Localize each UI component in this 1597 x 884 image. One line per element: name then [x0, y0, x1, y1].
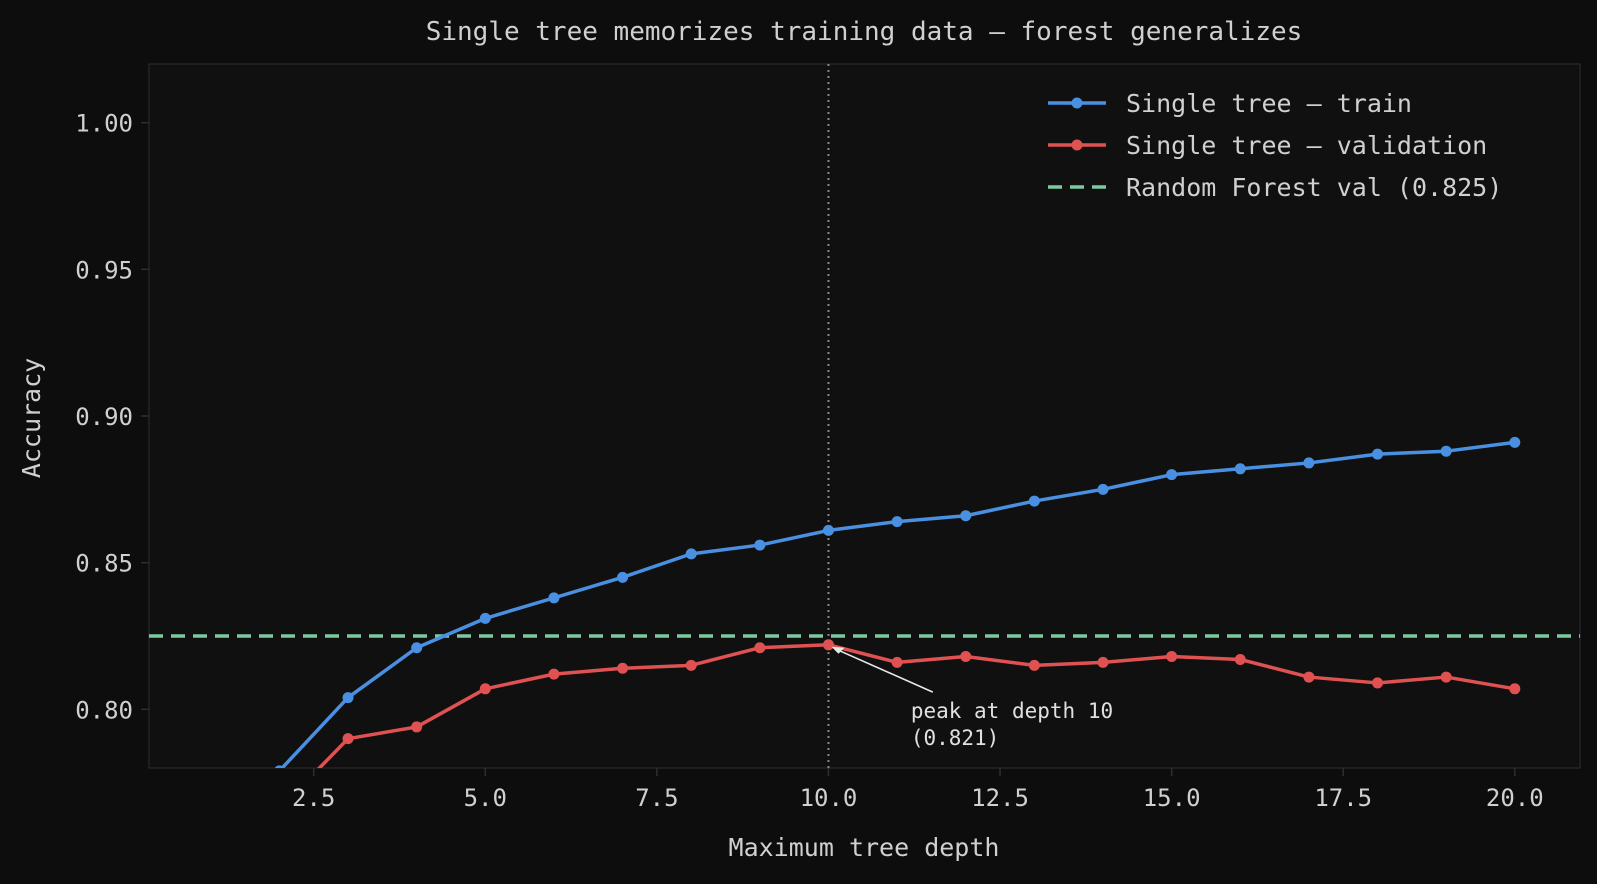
validation-data-point: [1372, 677, 1384, 689]
train-data-point: [617, 571, 629, 583]
train-data-point: [960, 510, 972, 522]
validation-data-point: [1097, 656, 1109, 668]
validation-data-point: [342, 733, 354, 745]
x-axis-ticks: 2.5 5.0 7.5 10.0 12.5 15.0 17.5 20.0: [292, 768, 1544, 812]
train-data-point: [891, 516, 903, 528]
train-data-point: [411, 642, 423, 654]
legend-label-train: Single tree — train: [1126, 89, 1412, 118]
validation-data-point: [1303, 671, 1315, 683]
annotation-text: (0.821): [911, 726, 1000, 750]
train-data-point: [205, 845, 216, 856]
validation-data-point: [548, 668, 560, 680]
validation-data-point: [617, 662, 629, 674]
train-data-point: [754, 539, 766, 551]
plot-area: [148, 63, 1581, 769]
validation-series-line: [316, 643, 1516, 768]
legend-label-validation: Single tree — validation: [1126, 131, 1487, 160]
train-data-point: [479, 612, 491, 624]
y-tick-label: 0.95: [75, 256, 133, 284]
train-data-point: [1303, 457, 1315, 469]
validation-data-point: [1509, 683, 1521, 695]
legend-label-random-forest: Random Forest val (0.825): [1126, 173, 1502, 202]
validation-data-point: [1440, 671, 1452, 683]
chart-title: Single tree memorizes training data — fo…: [426, 17, 1303, 47]
x-tick-label: 10.0: [800, 784, 858, 812]
validation-data-point: [411, 721, 423, 733]
series-layer: [149, 64, 1580, 856]
train-data-point: [1097, 483, 1109, 495]
x-tick-label: 12.5: [971, 784, 1029, 812]
train-data-point: [1440, 445, 1452, 457]
y-tick-label: 1.00: [75, 110, 133, 138]
train-data-point: [1372, 448, 1384, 460]
x-tick-label: 20.0: [1486, 784, 1544, 812]
validation-data-point: [479, 683, 491, 695]
x-tick-label: 5.0: [464, 784, 507, 812]
train-data-point: [1166, 469, 1178, 481]
annotation-layer: peak at depth 10 (0.821): [831, 646, 1113, 750]
legend: Single tree — train Single tree — validat…: [1048, 89, 1502, 202]
train-data-point: [1028, 495, 1040, 507]
validation-data-point: [891, 656, 903, 668]
x-tick-label: 15.0: [1143, 784, 1201, 812]
annotation-text: peak at depth 10: [911, 699, 1113, 723]
train-data-point: [548, 592, 560, 604]
validation-data-point: [1028, 659, 1040, 671]
annotation-arrow-head: [831, 646, 845, 654]
y-tick-label: 0.85: [75, 550, 133, 578]
legend-marker-train: [1071, 97, 1083, 109]
validation-data-point: [960, 651, 972, 663]
y-tick-label: 0.90: [75, 403, 133, 431]
train-series-line: [279, 440, 1516, 768]
y-axis-ticks: 0.80 0.85 0.90 0.95 1.00: [75, 110, 149, 724]
train-data-point: [274, 765, 285, 768]
validation-data-point: [754, 642, 766, 654]
train-data-point: [1234, 463, 1246, 475]
train-data-point: [342, 692, 354, 704]
train-data-point: [685, 548, 697, 560]
x-tick-label: 7.5: [635, 784, 678, 812]
validation-data-point: [822, 639, 834, 651]
x-axis-label: Maximum tree depth: [729, 833, 1000, 862]
annotation-arrow-line: [837, 649, 934, 693]
train-data-point: [822, 524, 834, 536]
train-data-point: [1509, 436, 1521, 448]
x-tick-label: 2.5: [292, 784, 335, 812]
legend-marker-validation: [1071, 139, 1083, 151]
validation-data-point: [685, 659, 697, 671]
x-tick-label: 17.5: [1314, 784, 1372, 812]
validation-data-point: [1166, 651, 1178, 663]
validation-data-point: [274, 804, 285, 815]
y-tick-label: 0.80: [75, 696, 133, 724]
y-axis-label: Accuracy: [17, 358, 46, 478]
validation-data-point: [1234, 653, 1246, 665]
